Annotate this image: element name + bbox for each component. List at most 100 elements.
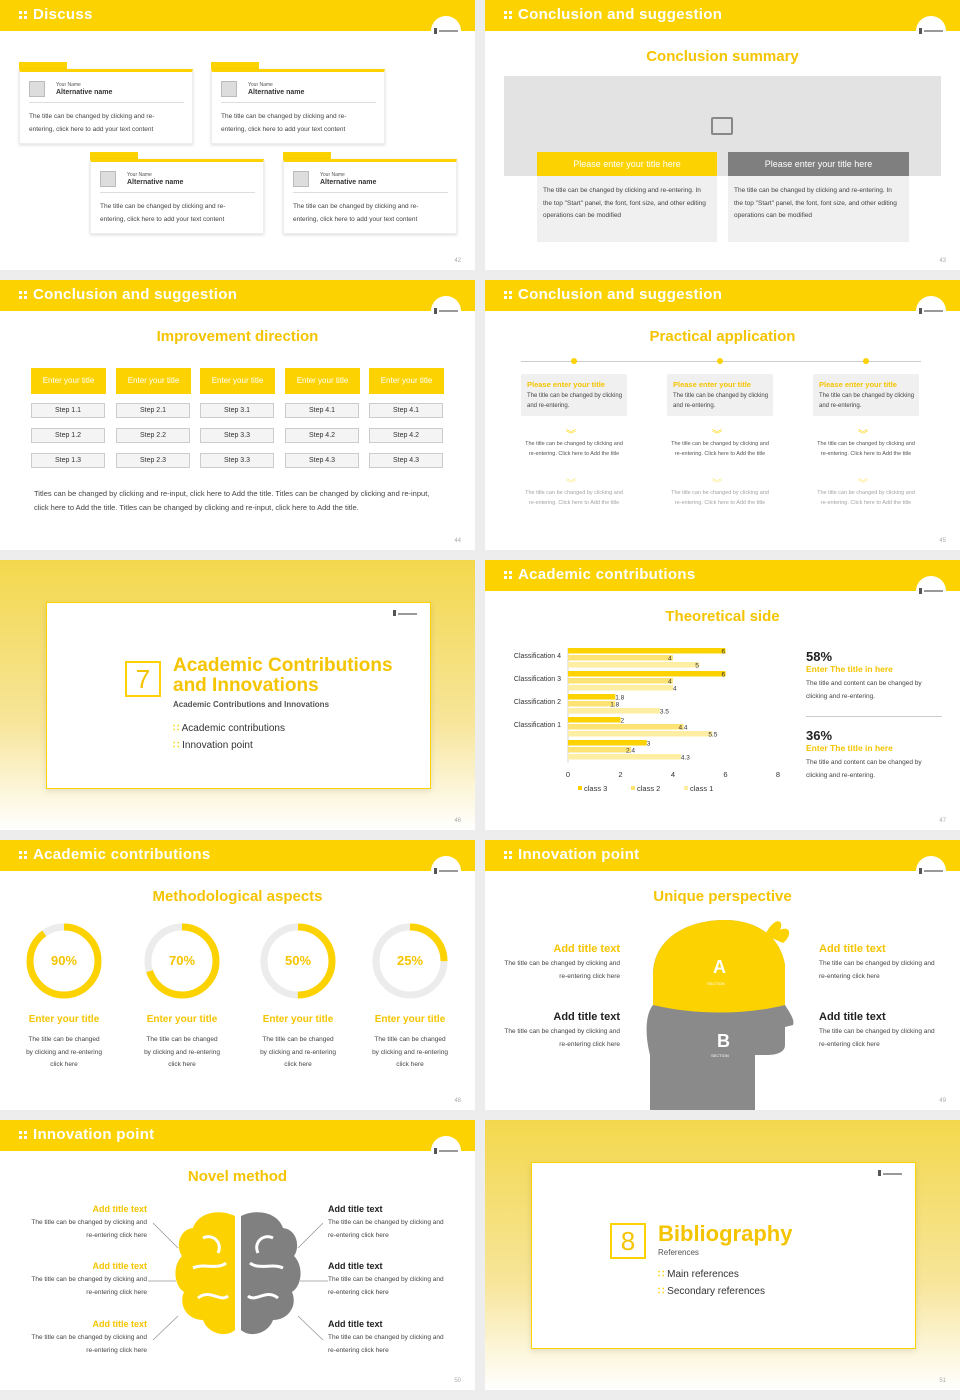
page-number: 50 [454, 1378, 461, 1384]
card-alt-name: Alternative name [248, 89, 305, 96]
data-label: 6 [722, 649, 726, 656]
ring-fill [372, 923, 448, 999]
stat-text: The title and content can be changed by … [806, 680, 922, 700]
head-label-b: B [717, 1031, 730, 1051]
stat-heading: Enter The title in here [806, 664, 893, 674]
slide-46[interactable]: 7 Academic Contributions and Innovations … [0, 560, 475, 830]
page-number: 51 [939, 1378, 946, 1384]
ring-label: 25% [397, 953, 423, 968]
card-name: Your Name [320, 172, 345, 178]
category-label: Classification 1 [514, 722, 561, 729]
card-name: Your Name [56, 82, 81, 88]
step-box[interactable]: Step 4.2 [285, 428, 359, 443]
column-title[interactable]: Enter your title [285, 368, 360, 394]
brain-icon [148, 1212, 328, 1341]
section-title-line1: Academic Contributions [173, 655, 393, 676]
section-item[interactable]: ∷ Main references [658, 1269, 739, 1280]
page-number: 42 [454, 258, 461, 264]
step-box[interactable]: Step 4.3 [369, 453, 443, 468]
application-card[interactable]: Please enter your title The title can be … [521, 374, 627, 416]
head-section-b: SECTION [711, 1053, 729, 1058]
data-label: 4.4 [679, 725, 688, 732]
chevron-down-icon: ︾ [858, 430, 868, 441]
profile-card[interactable]: Your Name Alternative name The title can… [19, 62, 193, 144]
profile-card[interactable]: Your Name Alternative name The title can… [90, 152, 264, 234]
step-box[interactable]: Step 2.2 [116, 428, 190, 443]
block-text: The title can be changed by clicking and… [328, 1334, 444, 1354]
block-text: The title can be changed by clicking and… [504, 1028, 620, 1048]
card-name: Your Name [248, 82, 273, 88]
data-label: 2 [621, 718, 625, 725]
data-label: 4 [673, 686, 677, 693]
dots-icon [504, 11, 513, 20]
section-item[interactable]: ∷ Academic contributions [173, 723, 285, 734]
step-box[interactable]: Step 2.3 [116, 453, 190, 468]
column-title[interactable]: Enter your title [116, 368, 191, 394]
slide-44[interactable]: Conclusion and suggestion Improvement di… [0, 280, 475, 550]
slide-title: Innovation point [518, 846, 640, 863]
stat-block: 58% Enter The title in here The title an… [806, 649, 940, 703]
bar [568, 678, 673, 684]
section-item-label: Secondary references [667, 1286, 765, 1297]
slide-43[interactable]: Conclusion and suggestion Conclusion sum… [485, 0, 960, 270]
step-box[interactable]: Step 1.2 [31, 428, 105, 443]
step-box[interactable]: Step 4.2 [369, 428, 443, 443]
slide-subtitle: Novel method [187, 1168, 288, 1185]
avatar [221, 81, 237, 97]
block-heading: Add title text [328, 1204, 383, 1214]
step-box[interactable]: Step 3.3 [200, 428, 274, 443]
head-silhouette-icon: A SECTION B SECTION [646, 920, 794, 1110]
box-title[interactable]: Please enter your title here [728, 152, 909, 176]
step-box[interactable]: Step 3.3 [200, 453, 274, 468]
slide-header: Conclusion and suggestion [485, 0, 960, 31]
bar [568, 671, 726, 677]
slide-47[interactable]: Academic contributions Theoretical side … [485, 560, 960, 830]
application-text: The title can be changed by clicking and… [817, 441, 915, 457]
slide-45[interactable]: Conclusion and suggestion Practical appl… [485, 280, 960, 550]
stat-text: The title and content can be changed by … [806, 759, 922, 779]
page-number: 44 [454, 538, 461, 544]
application-card[interactable]: Please enter your title The title can be … [813, 374, 919, 416]
ring-text: The title can be changed by clicking and… [26, 1036, 102, 1068]
step-box[interactable]: Step 4.1 [369, 403, 443, 418]
section-item[interactable]: ∷ Innovation point [173, 740, 253, 751]
ring-text: The title can be changed by clicking and… [372, 1036, 448, 1068]
block-heading: Add title text [328, 1261, 383, 1271]
category-label: Classification 4 [514, 653, 561, 660]
step-box[interactable]: Step 3.1 [200, 403, 274, 418]
slide-48[interactable]: Academic contributions Methodological as… [0, 840, 475, 1110]
step-box[interactable]: Step 1.1 [31, 403, 105, 418]
slide-50[interactable]: Innovation point Novel method Add title … [0, 1120, 475, 1390]
bar [568, 708, 660, 714]
bar [568, 662, 700, 668]
slide-header: Conclusion and suggestion [485, 280, 960, 311]
application-card[interactable]: Please enter your title The title can be … [667, 374, 773, 416]
step-box[interactable]: Step 4.1 [285, 403, 359, 418]
section-item[interactable]: ∷ Secondary references [658, 1286, 765, 1297]
step-box[interactable]: Step 2.1 [116, 403, 190, 418]
profile-card[interactable]: Your Name Alternative name The title can… [283, 152, 457, 234]
box-title[interactable]: Please enter your title here [537, 152, 717, 176]
data-label: 4 [668, 656, 672, 663]
section-title: Academic Contributions and Innovations [173, 656, 393, 696]
slide-42[interactable]: Discuss Your Name Alternative name The t… [0, 0, 475, 270]
slide-49[interactable]: Innovation point Unique perspective A SE… [485, 840, 960, 1110]
step-box[interactable]: Step 1.3 [31, 453, 105, 468]
legend-swatch [578, 786, 582, 790]
bar [568, 740, 647, 746]
dots-icon [19, 291, 28, 300]
column-title[interactable]: Enter your title [200, 368, 275, 394]
ring-heading: Enter your title [374, 1014, 446, 1025]
step-box[interactable]: Step 4.3 [285, 453, 359, 468]
data-label: 2.4 [626, 748, 635, 755]
divider [806, 716, 942, 717]
column-title[interactable]: Enter your title [369, 368, 444, 394]
progress-ring: 50% [260, 923, 336, 999]
slide-51[interactable]: 8 Bibliography References ∷ Main referen… [485, 1120, 960, 1390]
profile-card[interactable]: Your Name Alternative name The title can… [211, 62, 385, 144]
column-title[interactable]: Enter your title [31, 368, 106, 394]
slide-header: Academic contributions [485, 560, 960, 591]
box-body: The title can be changed by clicking and… [728, 176, 909, 242]
logo [431, 296, 461, 326]
